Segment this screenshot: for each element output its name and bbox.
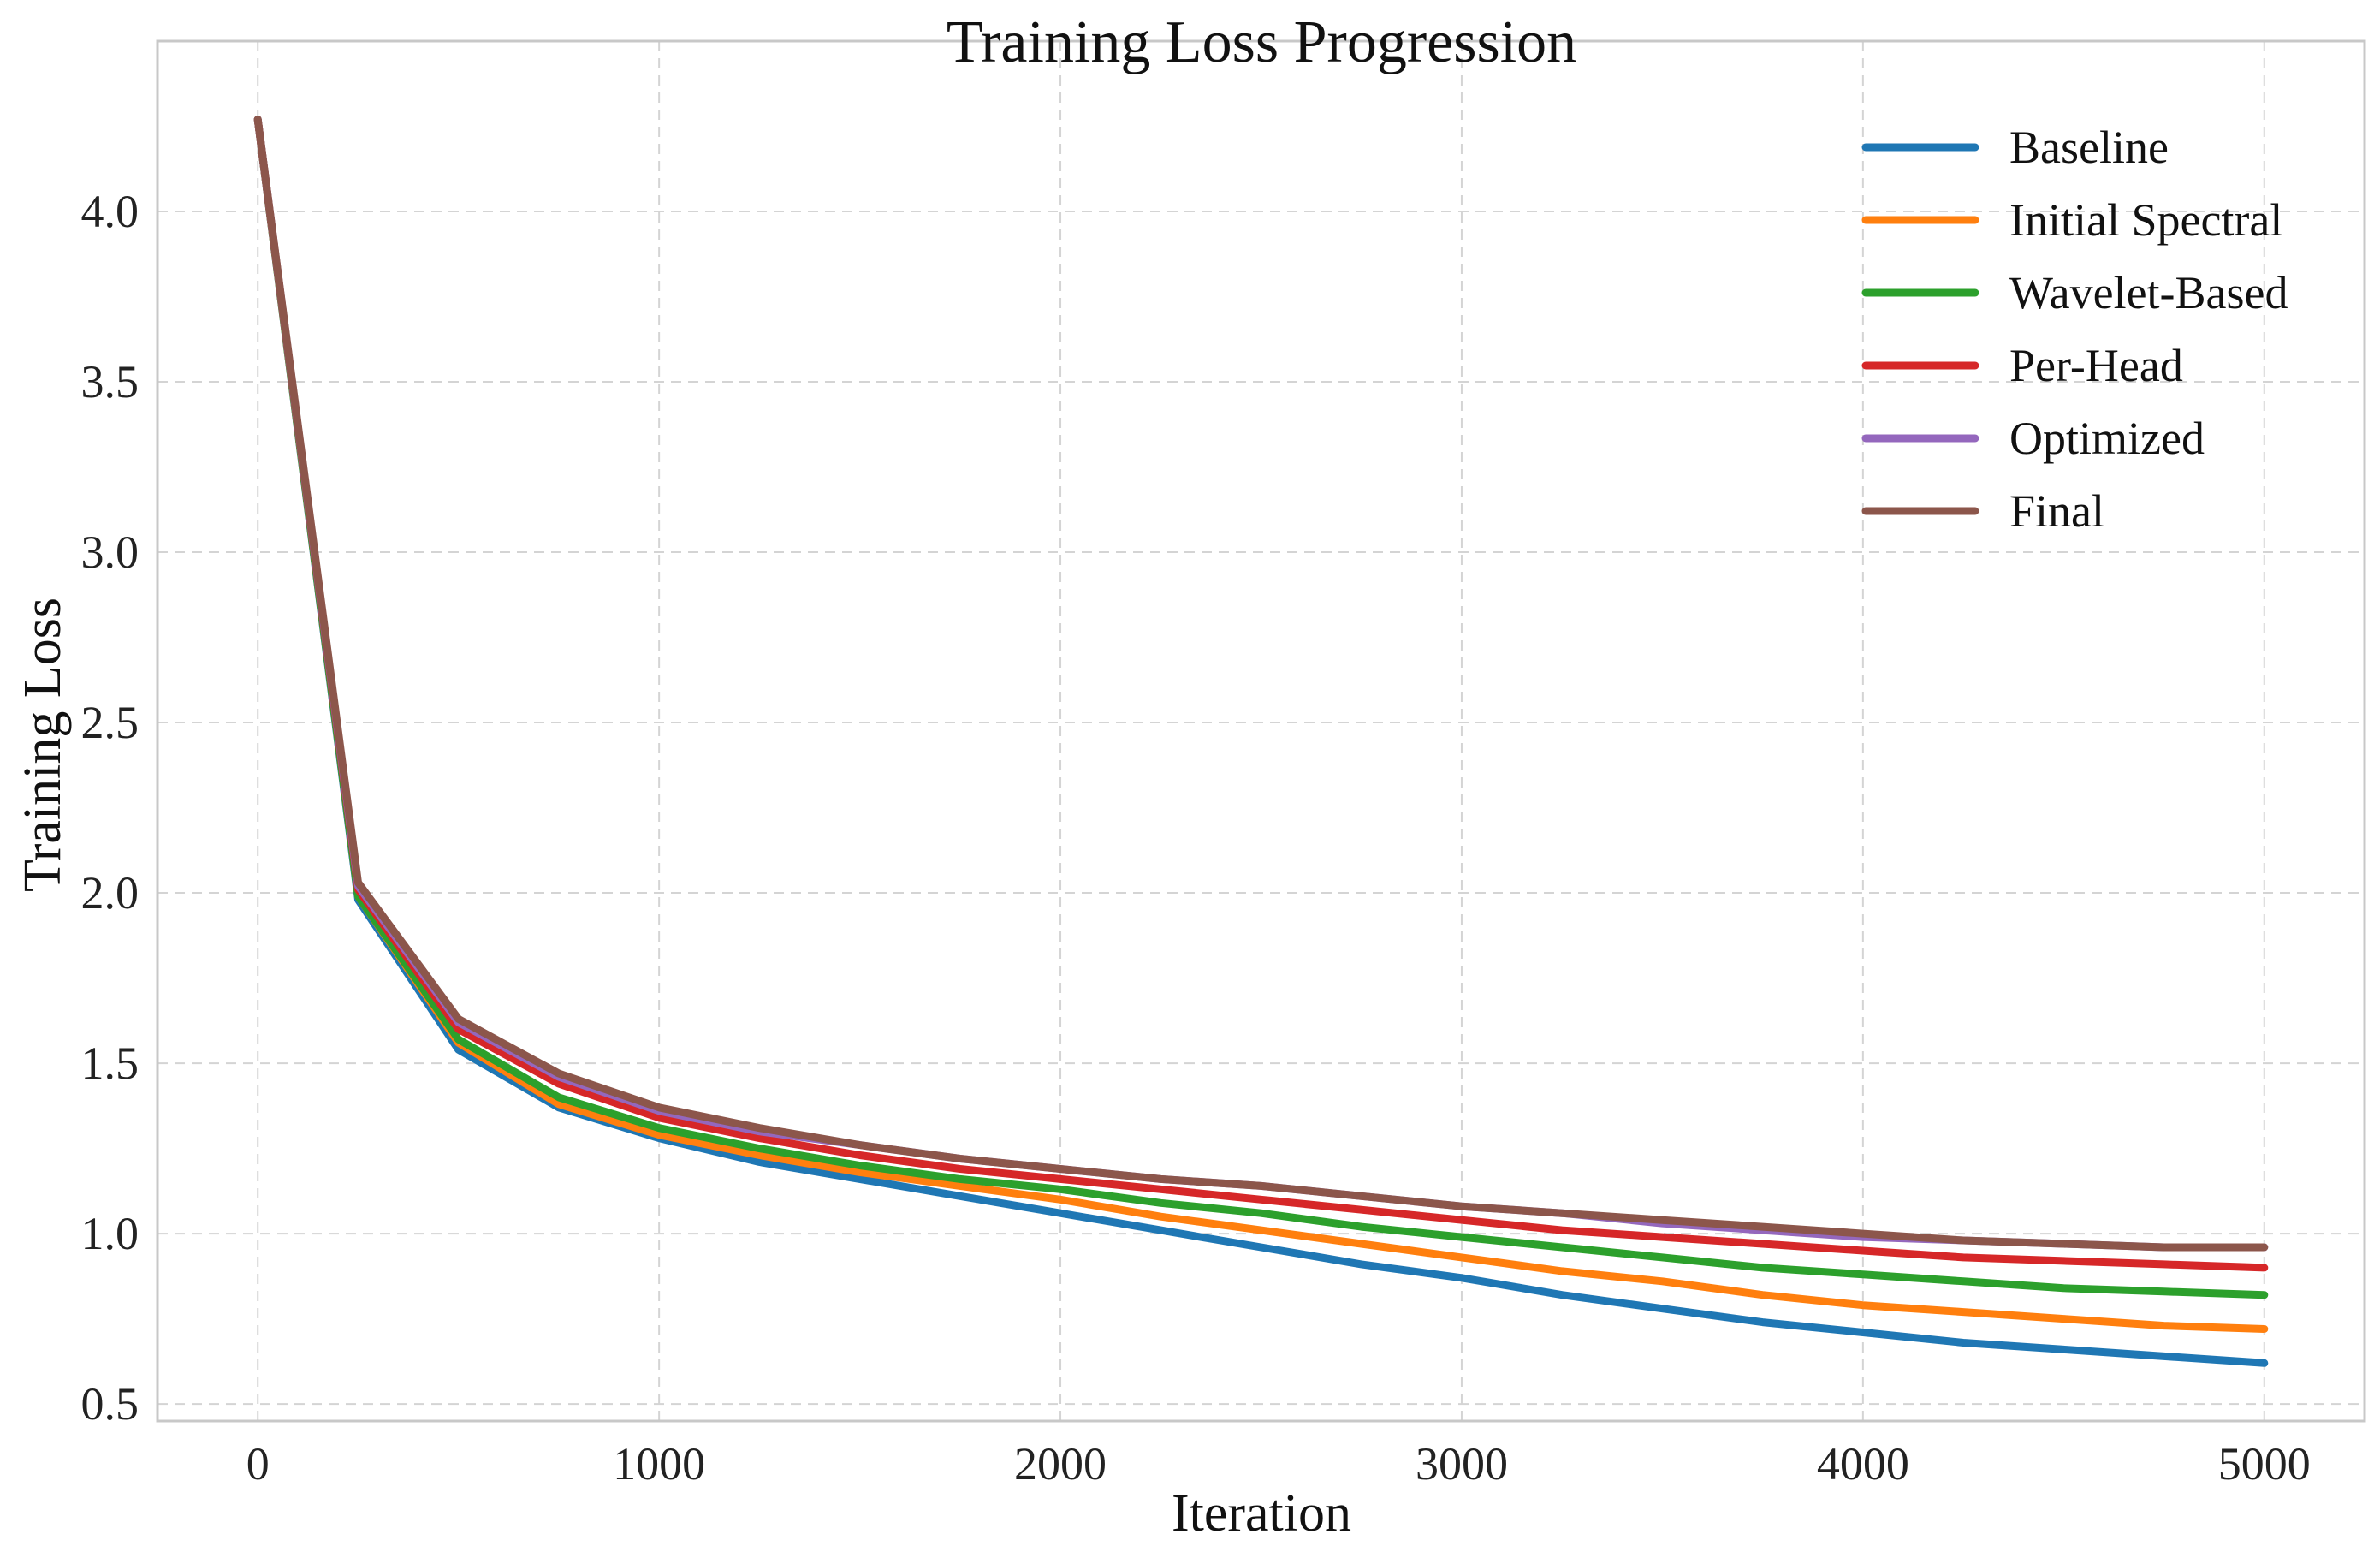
- series-lines: [253, 116, 2269, 1367]
- legend-label-per-head: Per-Head: [2009, 340, 2183, 391]
- x-tick-label: 4000: [1817, 1438, 1909, 1490]
- legend-label-initial-spectral: Initial Spectral: [2009, 194, 2282, 246]
- axis-ticks: 0 1000 2000 3000 4000 5000 0.5 1.0 1.5 2.0 2.5 3.0 3…: [81, 186, 2311, 1490]
- legend: Baseline Initial Spectral Wavelet-Based Per…: [1861, 122, 2288, 537]
- series-line-wavelet-based: [253, 116, 2269, 1299]
- legend-label-wavelet-based: Wavelet-Based: [2009, 267, 2288, 318]
- y-tick-label: 3.0: [81, 526, 139, 578]
- series-line-per-head: [253, 116, 2269, 1272]
- y-tick-label: 1.0: [81, 1208, 139, 1259]
- x-axis-title: Iteration: [1172, 1484, 1351, 1543]
- series-line-initial-spectral: [253, 116, 2269, 1333]
- y-tick-label: 1.5: [81, 1038, 139, 1089]
- plot-frame: [156, 39, 2366, 1423]
- y-tick-label: 4.0: [81, 186, 139, 237]
- y-tick-label: 2.0: [81, 867, 139, 919]
- x-tick-label: 1000: [613, 1438, 705, 1490]
- x-tick-label: 5000: [2218, 1438, 2311, 1490]
- y-tick-label: 3.5: [81, 356, 139, 407]
- legend-label-optimized: Optimized: [2009, 413, 2205, 464]
- x-tick-label: 2000: [1014, 1438, 1107, 1490]
- y-tick-label: 2.5: [81, 697, 139, 748]
- x-tick-label: 3000: [1416, 1438, 1508, 1490]
- chart-title: Training Loss Progression: [947, 9, 1576, 75]
- legend-label-final: Final: [2009, 485, 2104, 537]
- series-line-final: [253, 116, 2269, 1252]
- legend-label-baseline: Baseline: [2009, 122, 2169, 173]
- x-tick-label: 0: [246, 1438, 270, 1490]
- y-tick-label: 0.5: [81, 1378, 139, 1430]
- y-axis-title: Training Loss: [14, 598, 72, 892]
